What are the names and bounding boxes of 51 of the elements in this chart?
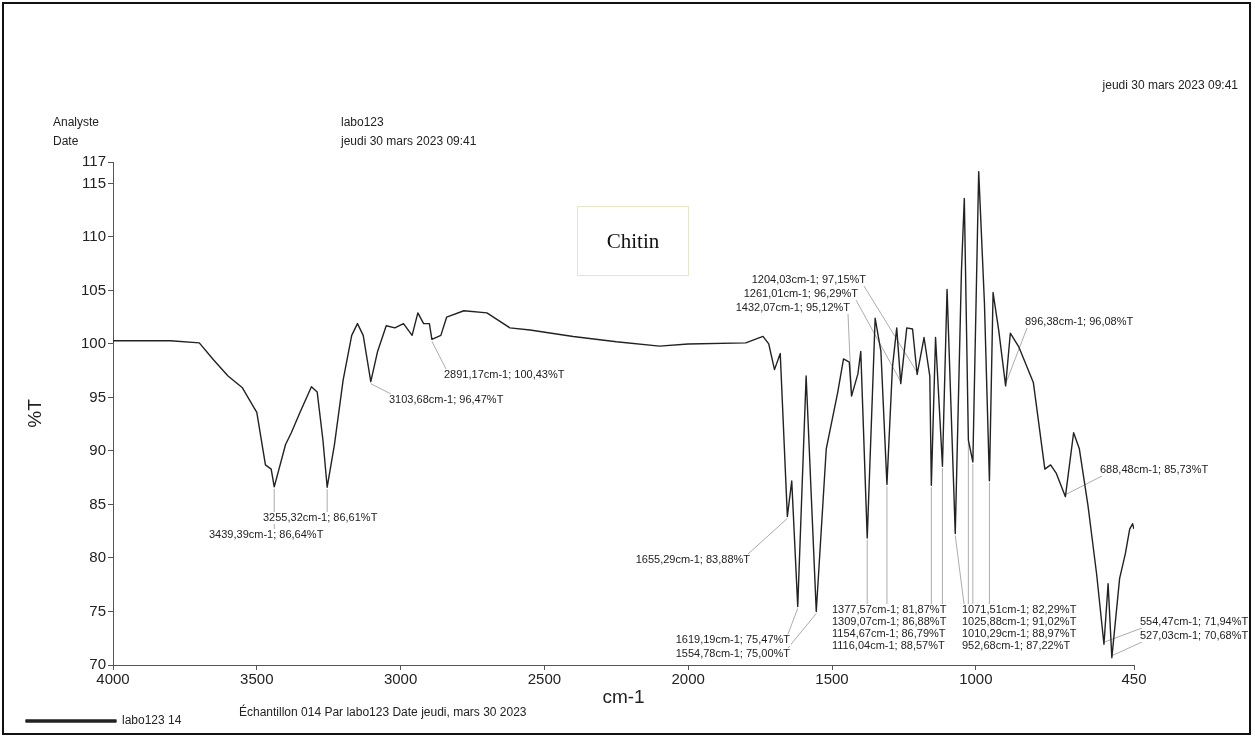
x-tick-label: 1500 (815, 670, 849, 688)
y-tick-label: 85 (89, 494, 106, 512)
y-tick-label: 105 (80, 280, 106, 298)
annotation: 1010,29cm-1; 88,97%T (962, 627, 1077, 640)
annotation: 1377,57cm-1; 81,87%T (832, 603, 947, 616)
annotation: 3255,32cm-1; 86,61%T (263, 511, 378, 524)
text: Analyste (53, 115, 100, 129)
y-axis-title: %T (23, 398, 45, 428)
annotation: 554,47cm-1; 71,94%T (1140, 615, 1249, 628)
text: jeudi 30 mars 2023 09:41 (341, 134, 477, 148)
y-tick-label: 75 (89, 601, 106, 619)
annotation: 1261,01cm-1; 96,29%T (743, 287, 859, 300)
text: labo123 14 (122, 713, 182, 728)
x-tick-label: 3500 (240, 670, 274, 688)
annotation: 3103,68cm-1; 96,47%T (389, 393, 504, 406)
annotation: 527,03cm-1; 70,68%T (1140, 629, 1249, 642)
x-tick-label: 4000 (96, 670, 130, 688)
annotation: 1025,88cm-1; 91,02%T (962, 615, 1077, 628)
x-tick-label: 2500 (527, 670, 562, 688)
x-tick-label: 1000 (959, 670, 993, 688)
text: Échantillon 014 Par labo123 Date jeudi, mars 30 2023 (239, 705, 527, 719)
annotation: 1116,04cm-1; 88,57%T (832, 639, 945, 652)
annotation: 1309,07cm-1; 86,88%T (832, 615, 947, 628)
annotation: 1204,03cm-1; 97,15%T (751, 273, 867, 286)
annotation: 952,68cm-1; 87,22%T (962, 639, 1071, 652)
y-tick-label: 110 (82, 227, 106, 245)
annotation: 1071,51cm-1; 82,29%T (962, 603, 1077, 616)
y-tick-label: 117 (82, 152, 106, 170)
annotation: 1655,29cm-1; 83,88%T (635, 553, 751, 566)
annotation: 1154,67cm-1; 86,79%T (832, 627, 946, 640)
text: labo123 (341, 115, 384, 129)
y-tick-label: 70 (89, 655, 106, 673)
x-tick-label: 3000 (383, 670, 418, 688)
annotation: 2891,17cm-1; 100,43%T (444, 368, 565, 381)
text: Chitin (577, 206, 689, 276)
y-tick-label: 100 (80, 334, 106, 352)
annotation: 3439,39cm-1; 86,64%T (209, 528, 324, 541)
y-tick-label: 90 (89, 441, 106, 459)
annotation: 688,48cm-1; 85,73%T (1100, 463, 1209, 476)
x-tick-label: 2000 (671, 670, 705, 688)
text: jeudi 30 mars 2023 09:41 (1102, 78, 1238, 92)
annotation: 1619,19cm-1; 75,47%T (675, 633, 791, 646)
annotation: 896,38cm-1; 96,08%T (1025, 315, 1134, 328)
y-tick-label: 95 (89, 387, 106, 405)
annotation: 1432,07cm-1; 95,12%T (735, 301, 851, 314)
x-tick-label: 450 (1121, 670, 1147, 688)
y-tick-label: 80 (89, 548, 106, 566)
y-tick-label: 115 (82, 173, 106, 191)
x-axis-title: cm-1 (602, 685, 645, 707)
annotation: 1554,78cm-1; 75,00%T (675, 647, 791, 660)
text: Date (53, 134, 79, 148)
